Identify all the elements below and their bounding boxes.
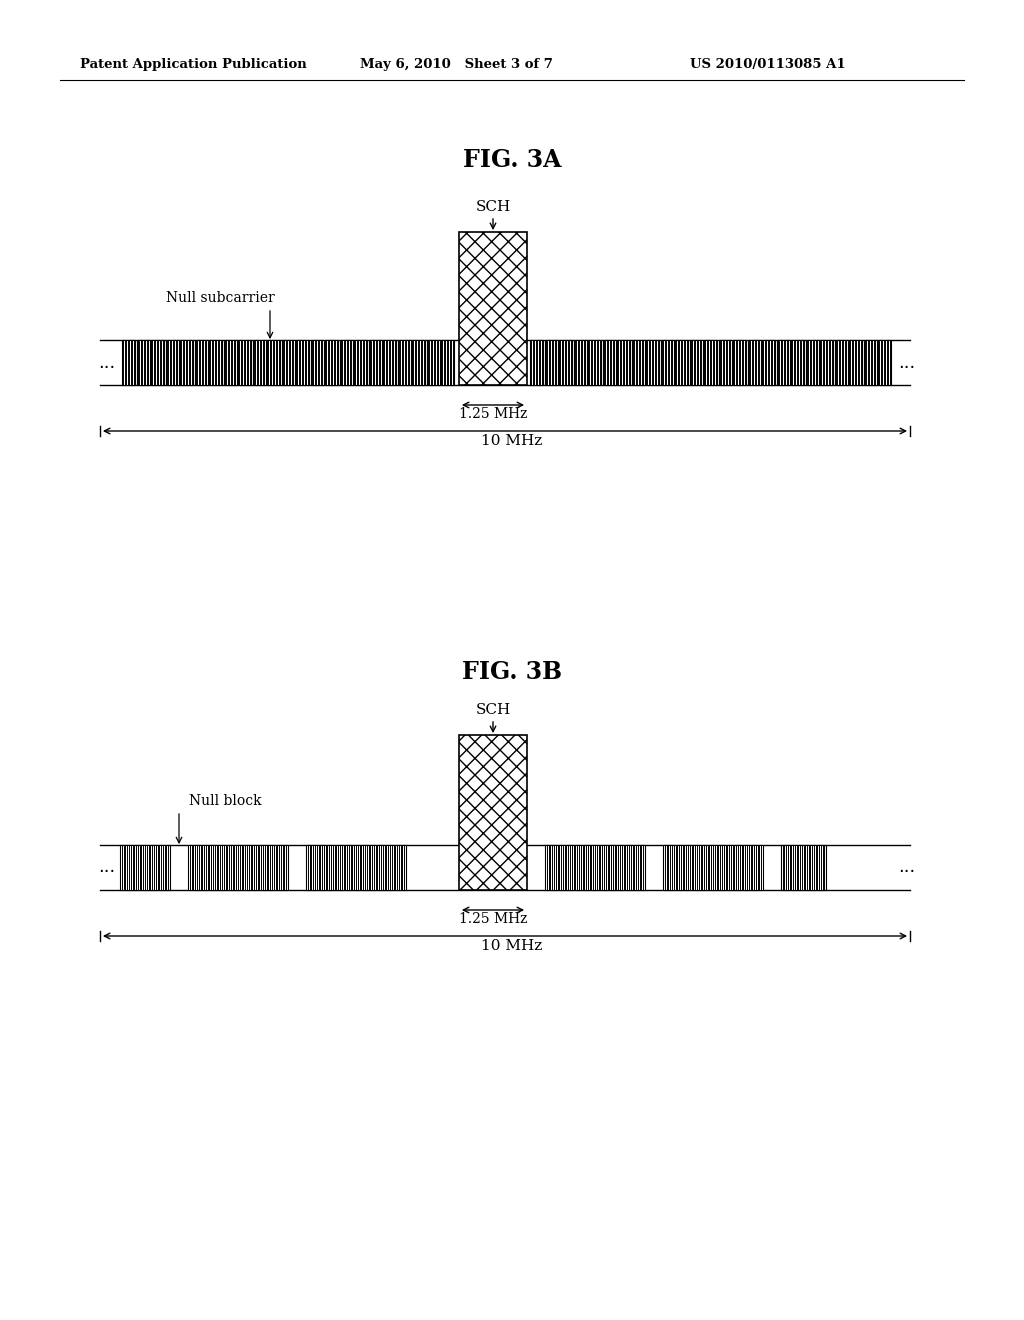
Bar (748, 341, 761, 385)
Bar (427, 341, 439, 385)
Bar (383, 341, 396, 385)
Bar (588, 341, 601, 385)
Bar (675, 341, 688, 385)
Bar (791, 341, 804, 385)
Bar (863, 341, 877, 385)
Text: SCH: SCH (475, 704, 511, 717)
Bar (632, 341, 644, 385)
Bar (459, 735, 527, 890)
Bar (545, 341, 557, 385)
Text: FIG. 3A: FIG. 3A (463, 148, 561, 172)
Bar (545, 845, 645, 890)
Bar (646, 341, 659, 385)
Bar (136, 341, 150, 385)
Bar (195, 341, 208, 385)
Bar (282, 341, 295, 385)
Bar (689, 341, 702, 385)
Bar (806, 341, 818, 385)
Bar (776, 341, 790, 385)
Bar (354, 341, 367, 385)
Bar (166, 341, 178, 385)
Bar (267, 341, 280, 385)
Bar (188, 845, 288, 890)
Text: Null subcarrier: Null subcarrier (166, 290, 274, 305)
Bar (325, 341, 338, 385)
Bar (835, 341, 848, 385)
Bar (340, 341, 352, 385)
Bar (310, 341, 324, 385)
Text: 1.25 MHz: 1.25 MHz (459, 912, 527, 927)
Bar (238, 341, 251, 385)
Bar (120, 845, 170, 890)
Text: FIG. 3B: FIG. 3B (462, 660, 562, 684)
Bar (617, 341, 630, 385)
Text: ...: ... (98, 858, 116, 876)
Bar (412, 341, 425, 385)
Bar (209, 341, 222, 385)
Bar (459, 232, 527, 385)
Bar (306, 845, 406, 890)
Bar (223, 341, 237, 385)
Bar (573, 341, 587, 385)
Bar (820, 341, 833, 385)
Text: May 6, 2010   Sheet 3 of 7: May 6, 2010 Sheet 3 of 7 (360, 58, 553, 71)
Text: ...: ... (898, 354, 915, 371)
Text: 10 MHz: 10 MHz (481, 434, 543, 447)
Bar (705, 341, 717, 385)
Bar (122, 341, 135, 385)
Text: Null block: Null block (188, 795, 261, 808)
Text: Patent Application Publication: Patent Application Publication (80, 58, 307, 71)
Bar (878, 341, 891, 385)
Bar (296, 341, 309, 385)
Bar (151, 341, 164, 385)
Text: SCH: SCH (475, 201, 511, 214)
Text: 1.25 MHz: 1.25 MHz (459, 407, 527, 421)
Bar (719, 341, 731, 385)
Bar (762, 341, 775, 385)
Text: ...: ... (898, 858, 915, 876)
Bar (369, 341, 382, 385)
Bar (180, 341, 193, 385)
Bar (559, 341, 572, 385)
Bar (441, 341, 454, 385)
Bar (781, 845, 826, 890)
Text: 10 MHz: 10 MHz (481, 939, 543, 953)
Bar (253, 341, 265, 385)
Bar (397, 341, 411, 385)
Bar (733, 341, 746, 385)
Bar (663, 845, 763, 890)
Bar (602, 341, 615, 385)
Text: US 2010/0113085 A1: US 2010/0113085 A1 (690, 58, 846, 71)
Bar (530, 341, 543, 385)
Text: ...: ... (98, 354, 116, 371)
Bar (660, 341, 674, 385)
Bar (849, 341, 862, 385)
